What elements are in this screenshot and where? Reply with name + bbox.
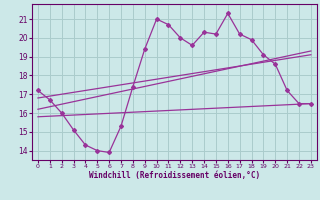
X-axis label: Windchill (Refroidissement éolien,°C): Windchill (Refroidissement éolien,°C) xyxy=(89,171,260,180)
